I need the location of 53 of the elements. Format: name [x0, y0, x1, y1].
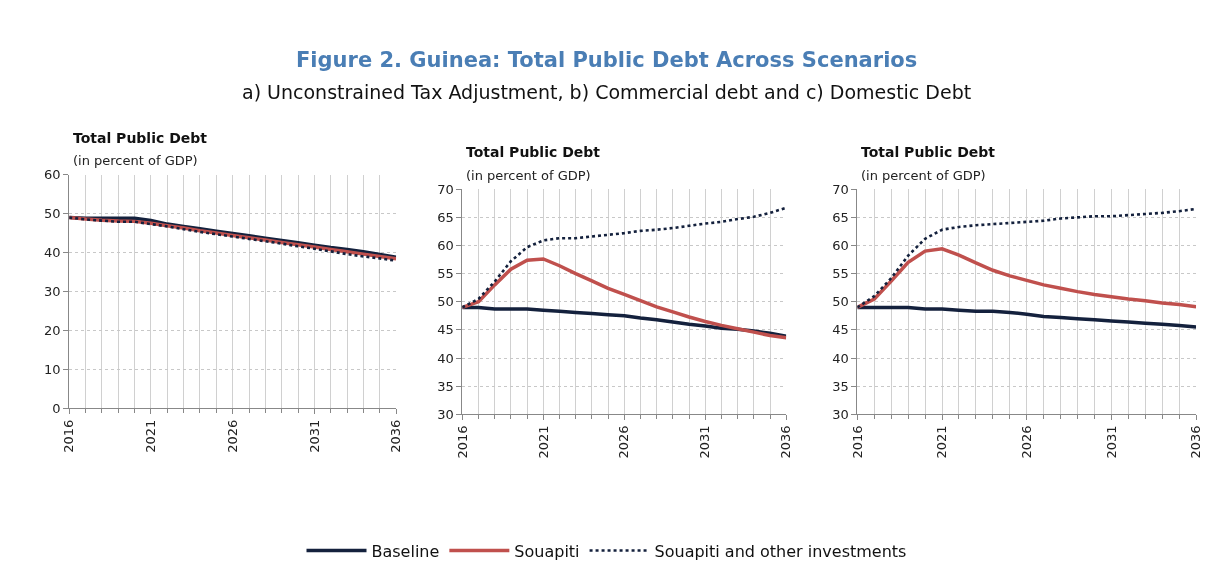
y-tick-label: 65: [832, 209, 849, 225]
y-tick-label: 35: [832, 378, 849, 394]
y-tick-label: 30: [44, 284, 61, 300]
y-tick-label: 10: [44, 362, 61, 378]
legend-label: Souapiti: [514, 541, 580, 561]
caption: Figure 2. Guinea: Total Public Debt Across Scenarios: [296, 48, 918, 72]
x-tick-label: 2036: [778, 425, 794, 459]
y-tick-label: 45: [437, 322, 454, 338]
y-tick-label: 50: [437, 294, 454, 310]
y-tick-label: 30: [437, 406, 454, 422]
chart-title: Total Public Debt: [466, 144, 601, 160]
x-tick-label: 2016: [454, 425, 470, 459]
y-tick-label: 30: [832, 406, 849, 422]
chart-subtitle: (in percent of GDP): [466, 168, 591, 183]
y-tick-label: 60: [44, 167, 61, 183]
y-tick-label: 0: [52, 401, 61, 417]
y-tick-label: 35: [437, 378, 454, 394]
y-tick-label: 55: [437, 266, 454, 282]
text: a) Unconstrained Tax Adjustment, b) Commercial debt and c) Domestic Debt: [242, 81, 972, 103]
y-tick-label: 70: [437, 181, 454, 197]
y-tick-label: 40: [832, 350, 849, 366]
x-tick-label: 2021: [934, 425, 950, 459]
y-tick-label: 40: [437, 350, 454, 366]
chart-subtitle: (in percent of GDP): [73, 153, 198, 168]
x-tick-label: 2016: [61, 419, 77, 453]
x-tick-label: 2031: [697, 425, 713, 459]
y-tick-label: 70: [832, 181, 849, 197]
y-tick-label: 50: [832, 294, 849, 310]
x-tick-label: 2021: [535, 425, 551, 459]
x-tick-label: 2036: [1188, 425, 1204, 459]
line-series: [462, 257, 787, 340]
x-tick-label: 2031: [306, 419, 322, 453]
chart-subtitle: (in percent of GDP): [861, 168, 986, 183]
y-tick-label: 60: [437, 238, 454, 254]
y-tick-label: 60: [832, 238, 849, 254]
chart-title: Total Public Debt: [73, 130, 208, 146]
x-tick-label: 2026: [616, 425, 632, 459]
x-tick-label: 2036: [388, 419, 404, 453]
y-tick-label: 40: [44, 245, 61, 261]
x-tick-label: 2031: [1103, 425, 1119, 459]
y-tick-label: 20: [44, 323, 61, 339]
y-tick-label: 50: [44, 206, 61, 222]
x-tick-label: 2021: [143, 419, 159, 453]
legend-label: Baseline: [371, 541, 440, 561]
line-series: [857, 247, 1197, 310]
x-tick-label: 2026: [224, 419, 240, 453]
legend-label: Souapiti and other investments: [654, 541, 907, 561]
x-tick-label: 2016: [849, 425, 865, 459]
y-tick-label: 55: [832, 266, 849, 282]
y-tick-label: 45: [832, 322, 849, 338]
x-tick-label: 2026: [1018, 425, 1034, 459]
y-tick-label: 65: [437, 209, 454, 225]
chart-title: Total Public Debt: [861, 144, 996, 160]
